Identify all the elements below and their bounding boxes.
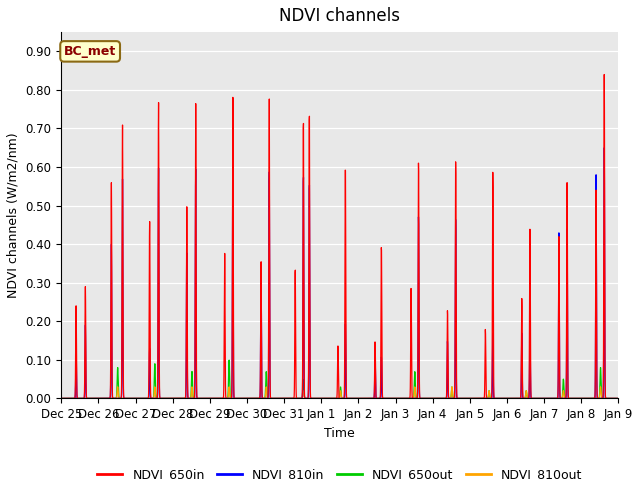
- Title: NDVI channels: NDVI channels: [279, 7, 400, 25]
- NDVI_650in: [543, 396, 551, 401]
- Line: NDVI_810out: NDVI_810out: [61, 387, 618, 398]
- NDVI_650in: [58, 396, 65, 401]
- NDVI_650in: [295, 396, 303, 401]
- NDVI_810in: [604, 396, 611, 401]
- NDVI_810out: [295, 396, 303, 401]
- NDVI_810out: [614, 396, 622, 401]
- NDVI_650out: [58, 396, 65, 401]
- Text: BC_met: BC_met: [64, 45, 116, 58]
- X-axis label: Time: Time: [324, 427, 355, 440]
- NDVI_650in: [600, 72, 608, 77]
- NDVI_650in: [271, 396, 278, 401]
- NDVI_650out: [121, 396, 129, 401]
- NDVI_650out: [614, 396, 622, 401]
- NDVI_810out: [271, 396, 278, 401]
- NDVI_810in: [600, 145, 608, 151]
- NDVI_810out: [596, 384, 604, 390]
- Line: NDVI_810in: NDVI_810in: [61, 148, 618, 398]
- NDVI_810in: [295, 396, 303, 401]
- NDVI_650out: [154, 396, 162, 401]
- NDVI_810in: [121, 396, 129, 401]
- Line: NDVI_650out: NDVI_650out: [61, 360, 618, 398]
- NDVI_810in: [614, 396, 622, 401]
- Legend: NDVI_650in, NDVI_810in, NDVI_650out, NDVI_810out: NDVI_650in, NDVI_810in, NDVI_650out, NDV…: [92, 463, 588, 480]
- NDVI_650in: [604, 396, 611, 401]
- NDVI_650out: [544, 396, 552, 401]
- NDVI_810in: [271, 396, 278, 401]
- NDVI_650in: [121, 396, 129, 401]
- NDVI_810out: [604, 396, 611, 401]
- NDVI_810out: [121, 396, 129, 401]
- Line: NDVI_650in: NDVI_650in: [61, 74, 618, 398]
- NDVI_810in: [543, 396, 551, 401]
- NDVI_810in: [58, 396, 65, 401]
- NDVI_650in: [154, 348, 162, 354]
- NDVI_650out: [604, 396, 611, 401]
- NDVI_810out: [543, 396, 551, 401]
- NDVI_810out: [58, 396, 65, 401]
- NDVI_810in: [154, 372, 162, 377]
- NDVI_650out: [271, 396, 279, 401]
- Y-axis label: NDVI channels (W/m2/nm): NDVI channels (W/m2/nm): [7, 132, 20, 298]
- NDVI_810out: [154, 396, 162, 401]
- NDVI_650out: [296, 396, 303, 401]
- NDVI_650out: [225, 357, 233, 363]
- NDVI_650in: [614, 396, 622, 401]
